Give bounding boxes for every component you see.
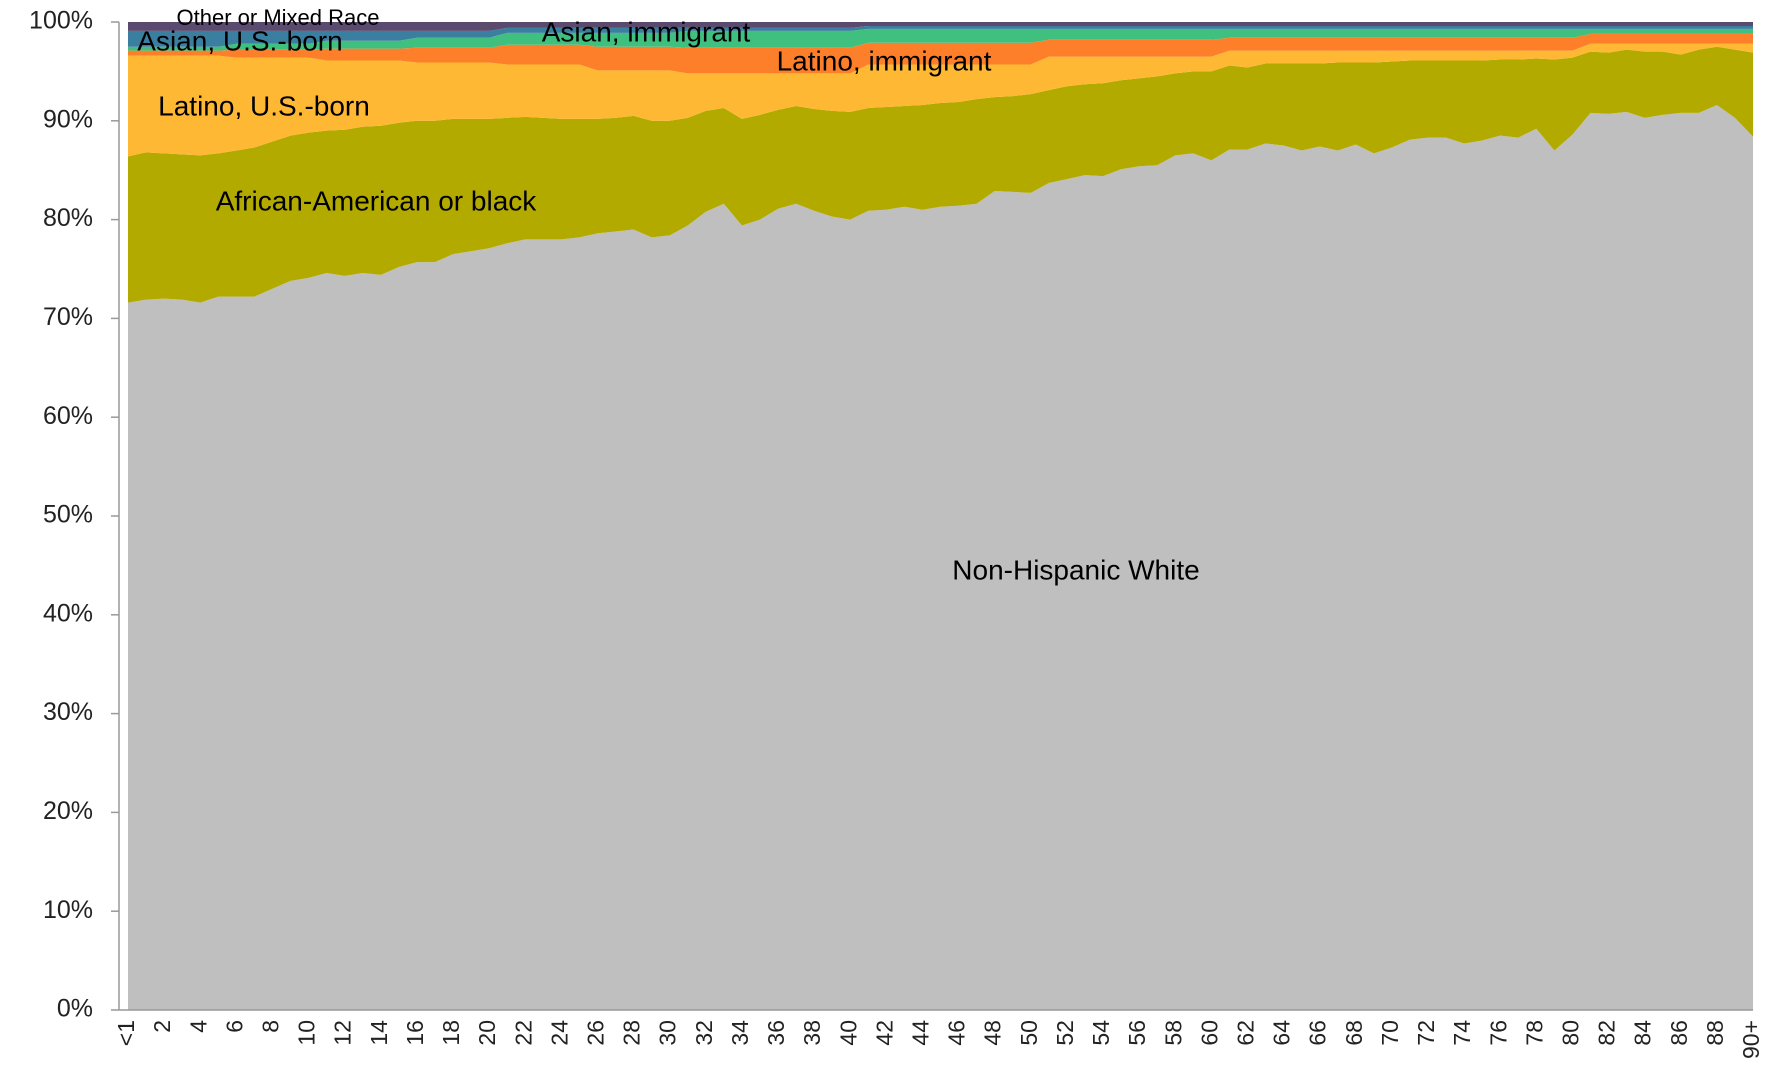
x-tick-label: 12: [330, 1020, 356, 1046]
x-tick-label: 68: [1341, 1020, 1367, 1046]
x-tick-label: 30: [655, 1020, 681, 1046]
x-tick-label: 22: [510, 1020, 536, 1046]
x-tick-label: 72: [1413, 1020, 1439, 1046]
x-tick-label: 48: [980, 1020, 1006, 1046]
x-tick-label: 26: [583, 1020, 609, 1046]
y-tick-label: 50%: [43, 501, 93, 529]
x-tick-label: 28: [619, 1020, 645, 1046]
x-tick-label: 40: [835, 1020, 861, 1046]
area: [128, 104, 1753, 1010]
y-tick-label: 70%: [43, 303, 93, 331]
area: [128, 43, 1753, 157]
x-tick-label: 86: [1666, 1020, 1692, 1046]
area: [128, 28, 1753, 51]
x-tick-label: 82: [1594, 1020, 1620, 1046]
y-tick-label: 20%: [43, 797, 93, 825]
x-tick-label: 34: [727, 1020, 753, 1046]
x-tick-label: 38: [799, 1020, 825, 1046]
x-tick-label: 54: [1088, 1020, 1114, 1046]
x-tick-label: 6: [221, 1020, 247, 1033]
x-tick-label: 20: [474, 1020, 500, 1046]
x-tick-label: 24: [546, 1020, 572, 1046]
series-label: Latino, immigrant: [777, 45, 992, 76]
x-tick-label: 70: [1377, 1020, 1403, 1046]
x-tick-label: 14: [366, 1020, 392, 1046]
x-tick-label: 32: [691, 1020, 717, 1046]
x-tick-label: 42: [871, 1020, 897, 1046]
x-tick-label: 8: [258, 1020, 284, 1033]
x-tick-label: 52: [1052, 1020, 1078, 1046]
x-tick-label: 78: [1521, 1020, 1547, 1046]
x-tick-label: 2: [149, 1020, 175, 1033]
area: [128, 22, 1753, 31]
x-tick-label: 64: [1269, 1020, 1295, 1046]
series-label: Non-Hispanic White: [952, 554, 1199, 585]
x-tick-label: 16: [402, 1020, 428, 1046]
series-label: Other or Mixed Race: [177, 5, 380, 30]
x-tick-label: 66: [1305, 1020, 1331, 1046]
x-tick-label: 84: [1630, 1020, 1656, 1046]
x-tick-label: 58: [1160, 1020, 1186, 1046]
x-tick-label: 10: [294, 1020, 320, 1046]
x-tick-label: 74: [1449, 1020, 1475, 1046]
x-tick-label: 18: [438, 1020, 464, 1046]
area: [128, 46, 1753, 303]
y-tick-label: 80%: [43, 204, 93, 232]
x-tick-label: 76: [1485, 1020, 1511, 1046]
area: [128, 33, 1753, 74]
series-label: Asian, immigrant: [542, 16, 751, 47]
x-tick-label: 4: [185, 1020, 211, 1033]
y-tick-label: 30%: [43, 698, 93, 726]
series-label: Asian, U.S.-born: [137, 25, 342, 56]
y-tick-label: 0%: [57, 995, 93, 1023]
x-tick-label: 44: [908, 1020, 934, 1046]
series-label: African-American or black: [216, 185, 538, 216]
y-tick-label: 90%: [43, 105, 93, 133]
x-tick-label: 90+: [1738, 1020, 1764, 1059]
y-tick-label: 10%: [43, 896, 93, 924]
y-tick-label: 100%: [29, 7, 93, 35]
x-tick-label: 50: [1016, 1020, 1042, 1046]
x-tick-label: 36: [763, 1020, 789, 1046]
x-tick-label: 60: [1196, 1020, 1222, 1046]
x-tick-label: <1: [113, 1020, 139, 1046]
x-tick-label: 80: [1558, 1020, 1584, 1046]
area: [128, 25, 1753, 47]
y-tick-label: 40%: [43, 599, 93, 627]
y-tick-label: 60%: [43, 402, 93, 430]
x-tick-label: 46: [944, 1020, 970, 1046]
x-tick-label: 56: [1124, 1020, 1150, 1046]
series-label: Latino, U.S.-born: [158, 90, 370, 121]
x-tick-label: 88: [1702, 1020, 1728, 1046]
x-tick-label: 62: [1233, 1020, 1259, 1046]
